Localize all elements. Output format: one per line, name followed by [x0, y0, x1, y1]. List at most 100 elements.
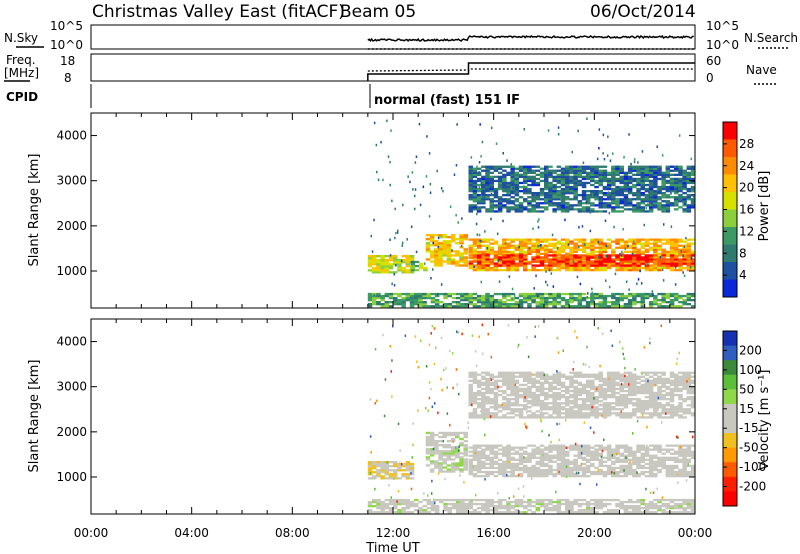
power-cell: [489, 204, 494, 207]
velocity-cell: [535, 416, 541, 419]
velocity-cell: [425, 452, 431, 455]
power-cell: [514, 204, 520, 207]
velocity-cell: [611, 408, 616, 411]
power-cell: [581, 246, 587, 249]
power-cell: [598, 192, 603, 195]
velocity-cell: [523, 373, 528, 376]
power-cell: [632, 165, 637, 168]
velocity-cell: [539, 460, 545, 463]
velocity-cell: [611, 462, 616, 466]
power-cell-scatter: [656, 188, 659, 192]
power-cell: [560, 256, 566, 259]
velocity-cell: [669, 416, 675, 419]
velocity-cell: [648, 466, 654, 470]
power-cell: [661, 177, 666, 181]
power-cell: [497, 292, 503, 296]
power-cell: [657, 258, 662, 261]
power-cell: [674, 254, 679, 257]
power-cell: [476, 206, 482, 209]
power-cell: [560, 250, 566, 253]
velocity-cell: [636, 410, 641, 413]
velocity-cell: [405, 469, 411, 472]
power-cell: [502, 296, 507, 300]
velocity-cell: [657, 391, 662, 395]
power-cell: [565, 266, 570, 270]
power-cell: [556, 292, 562, 296]
velocity-cell: [623, 377, 629, 380]
velocity-cell: [535, 460, 541, 463]
power-cell: [590, 260, 595, 263]
power-cell: [531, 242, 536, 245]
velocity-cell: [405, 507, 411, 510]
velocity-cell: [623, 466, 629, 470]
power-cell: [611, 187, 616, 191]
velocity-cell: [686, 387, 692, 391]
power-cell-scatter: [597, 256, 600, 259]
velocity-cell: [657, 444, 662, 447]
power-cell-scatter: [608, 285, 611, 289]
velocity-cell: [615, 387, 620, 391]
velocity-cell: [380, 505, 385, 508]
velocity-cell: [514, 375, 520, 378]
power-cell: [422, 296, 427, 300]
power-cell-scatter: [631, 178, 633, 182]
velocity-cell: [393, 511, 398, 514]
velocity-cell: [644, 402, 650, 405]
power-cell: [615, 200, 620, 203]
power-cell: [531, 258, 536, 261]
velocity-cell: [598, 383, 603, 387]
power-cell: [623, 181, 629, 185]
velocity-cell: [552, 373, 557, 376]
power-cell: [544, 256, 549, 259]
power-cell: [523, 240, 528, 243]
velocity-cell: [598, 371, 603, 374]
velocity-cell: [493, 475, 499, 478]
velocity-cell: [657, 450, 662, 453]
power-cell-scatter: [609, 159, 612, 162]
velocity-cell: [590, 408, 595, 411]
power-cell-scatter: [473, 265, 475, 268]
power-cell: [548, 187, 553, 191]
power-cell-scatter: [674, 266, 677, 269]
velocity-cell: [669, 404, 675, 407]
velocity-cell: [548, 393, 553, 397]
power-cell: [429, 260, 435, 263]
velocity-cell: [518, 389, 524, 393]
velocity-cell: [523, 511, 528, 514]
power-cell: [544, 292, 549, 296]
velocity-cell: [602, 398, 608, 401]
power-cell: [678, 238, 683, 241]
power-cell: [678, 296, 683, 300]
power-cell: [544, 301, 549, 304]
velocity-cell: [602, 460, 608, 463]
power-cell: [380, 261, 385, 264]
power-cell: [565, 208, 570, 211]
velocity-cell: [527, 385, 532, 389]
velocity-cell: [661, 408, 666, 411]
velocity-cell: [585, 475, 591, 478]
power-cell: [573, 198, 578, 201]
velocity-cell: [539, 444, 545, 447]
velocity-cell: [602, 377, 608, 380]
velocity-cell: [640, 383, 645, 387]
power-cell: [527, 177, 532, 181]
velocity-cell: [669, 398, 675, 401]
velocity-cell: [682, 452, 687, 455]
power-cell: [481, 244, 486, 247]
power-cell: [418, 296, 423, 300]
velocity-cell: [644, 412, 650, 415]
power-cell: [414, 299, 419, 302]
power-cell: [514, 248, 520, 251]
velocity-cell: [590, 410, 595, 413]
power-cell: [472, 252, 478, 255]
power-cell-scatter: [480, 182, 483, 185]
power-cell-scatter: [557, 133, 560, 136]
power-cell: [569, 165, 574, 168]
velocity-cell: [569, 414, 574, 417]
power-cell: [556, 242, 562, 245]
nsky-tick-bottom: 10^0: [50, 38, 83, 52]
velocity-cell: [548, 460, 553, 463]
velocity-cell: [569, 400, 574, 403]
power-cell: [518, 204, 524, 207]
velocity-cell: [447, 509, 452, 512]
